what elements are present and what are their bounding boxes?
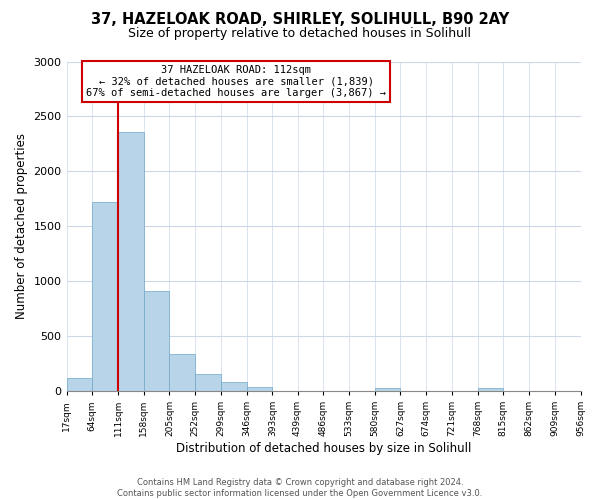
Bar [67,378,92,391]
Bar [92,202,118,391]
X-axis label: Distribution of detached houses by size in Solihull: Distribution of detached houses by size … [176,442,471,455]
Text: 37 HAZELOAK ROAD: 112sqm
← 32% of detached houses are smaller (1,839)
67% of sem: 37 HAZELOAK ROAD: 112sqm ← 32% of detach… [86,65,386,98]
Bar [478,388,503,391]
Bar [169,354,195,391]
Bar [144,291,169,391]
Text: Contains HM Land Registry data © Crown copyright and database right 2024.
Contai: Contains HM Land Registry data © Crown c… [118,478,482,498]
Bar [195,374,221,391]
Y-axis label: Number of detached properties: Number of detached properties [15,134,28,320]
Text: 37, HAZELOAK ROAD, SHIRLEY, SOLIHULL, B90 2AY: 37, HAZELOAK ROAD, SHIRLEY, SOLIHULL, B9… [91,12,509,28]
Bar [221,382,247,391]
Bar [118,132,144,391]
Text: Size of property relative to detached houses in Solihull: Size of property relative to detached ho… [128,28,472,40]
Bar [374,388,400,391]
Bar [247,386,272,391]
